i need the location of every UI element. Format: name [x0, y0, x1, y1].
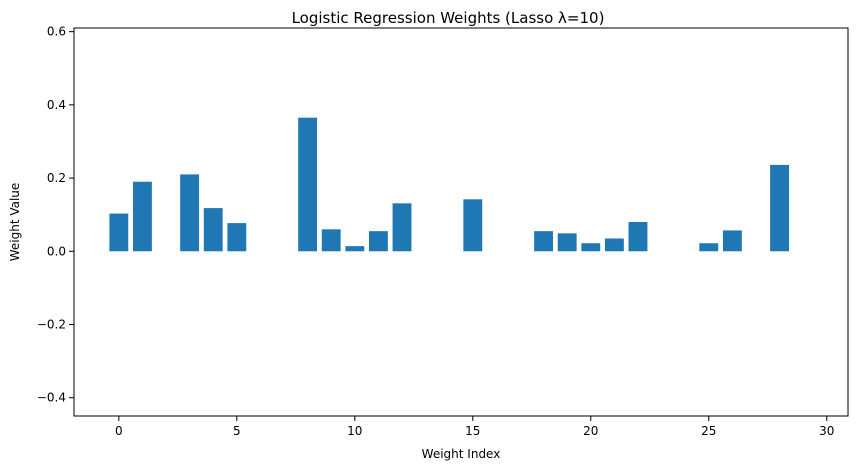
bar-25	[699, 243, 719, 252]
bar-12	[392, 203, 412, 252]
bar-8	[298, 117, 318, 252]
chart-title: Logistic Regression Weights (Lasso λ=10)	[292, 9, 605, 27]
bar-20	[581, 243, 601, 252]
y-tick-label: −0.4	[37, 391, 66, 405]
plot-frame	[73, 27, 849, 417]
y-tick-label: 0.6	[47, 25, 66, 39]
x-axis-label: Weight Index	[422, 447, 501, 461]
x-tick-label: 0	[115, 424, 123, 438]
y-axis-label: Weight Value	[8, 183, 22, 262]
y-tick-label: 0.2	[47, 171, 66, 185]
y-axis-ticks: −0.4 −0.2 0.0 0.2 0.4 0.6	[37, 25, 74, 405]
bars-group	[109, 117, 790, 252]
bar-15	[463, 199, 483, 252]
bar-28	[770, 164, 790, 252]
bar-22	[628, 222, 648, 252]
x-tick-label: 25	[701, 424, 716, 438]
bar-19	[557, 233, 577, 252]
y-tick-label: −0.2	[37, 317, 66, 331]
x-axis-ticks: 0 5 10 15 20 25 30	[115, 416, 834, 438]
bar-26	[722, 230, 742, 252]
bar-11	[368, 231, 388, 252]
bar-9	[321, 229, 341, 252]
x-tick-label: 15	[465, 424, 480, 438]
bar-18	[534, 231, 554, 252]
x-tick-label: 30	[819, 424, 834, 438]
bar-3	[180, 174, 200, 252]
bar-4	[203, 208, 223, 252]
bar-5	[227, 223, 247, 252]
x-tick-label: 20	[583, 424, 598, 438]
bar-1	[132, 181, 152, 252]
y-tick-label: 0.0	[47, 244, 66, 258]
bar-0	[109, 213, 129, 252]
bar-21	[604, 238, 624, 252]
x-tick-label: 10	[347, 424, 362, 438]
bar-10	[345, 246, 365, 252]
y-tick-label: 0.4	[47, 98, 66, 112]
x-tick-label: 5	[233, 424, 241, 438]
